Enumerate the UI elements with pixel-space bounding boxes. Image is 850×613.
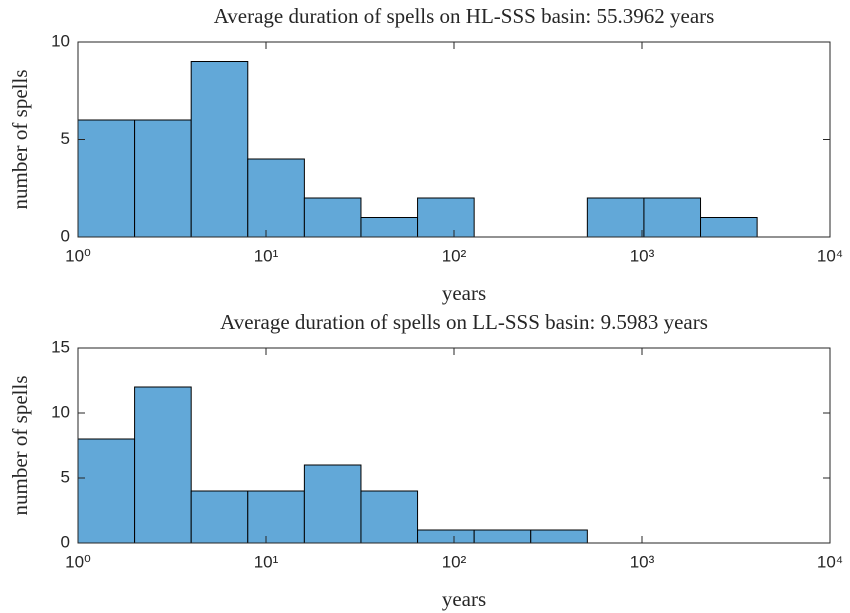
y-tick-label: 10 (51, 31, 70, 50)
y-tick-label: 15 (51, 337, 70, 356)
bar (530, 529, 588, 544)
bar (417, 197, 475, 238)
y-axis-label: number of spells (8, 70, 32, 210)
x-tick-label: 10⁰ (65, 552, 91, 571)
bar (360, 490, 419, 544)
chart-title: Average duration of spells on LL-SSS bas… (220, 310, 708, 334)
x-tick-label: 10³ (630, 552, 655, 571)
bar (190, 490, 249, 544)
x-tick-label: 10¹ (254, 552, 279, 571)
x-axis-label: years (442, 587, 486, 611)
x-tick-label: 10¹ (254, 246, 279, 265)
y-tick-label: 0 (61, 226, 70, 245)
bar (134, 386, 192, 544)
x-tick-label: 10⁴ (817, 552, 843, 571)
bar (77, 438, 136, 544)
x-axis-label: years (442, 281, 486, 305)
bar (360, 217, 419, 238)
bar (700, 217, 758, 238)
y-tick-label: 0 (61, 532, 70, 551)
bar (417, 529, 475, 544)
x-tick-label: 10² (442, 552, 467, 571)
bar (473, 529, 532, 544)
bar (303, 464, 362, 544)
x-tick-label: 10³ (630, 246, 655, 265)
bar (247, 490, 305, 544)
bar (134, 119, 192, 238)
x-tick-label: 10² (442, 246, 467, 265)
y-tick-label: 5 (61, 467, 70, 486)
x-tick-label: 10⁴ (817, 246, 843, 265)
x-tick-label: 10⁰ (65, 246, 91, 265)
y-tick-label: 5 (61, 129, 70, 148)
y-axis-label: number of spells (8, 376, 32, 516)
bar (643, 197, 702, 238)
y-tick-label: 10 (51, 402, 70, 421)
bar (190, 61, 249, 238)
bar (303, 197, 362, 238)
bar (77, 119, 136, 238)
bar (247, 158, 305, 238)
chart-title: Average duration of spells on HL-SSS bas… (214, 4, 715, 28)
bar (586, 197, 645, 238)
